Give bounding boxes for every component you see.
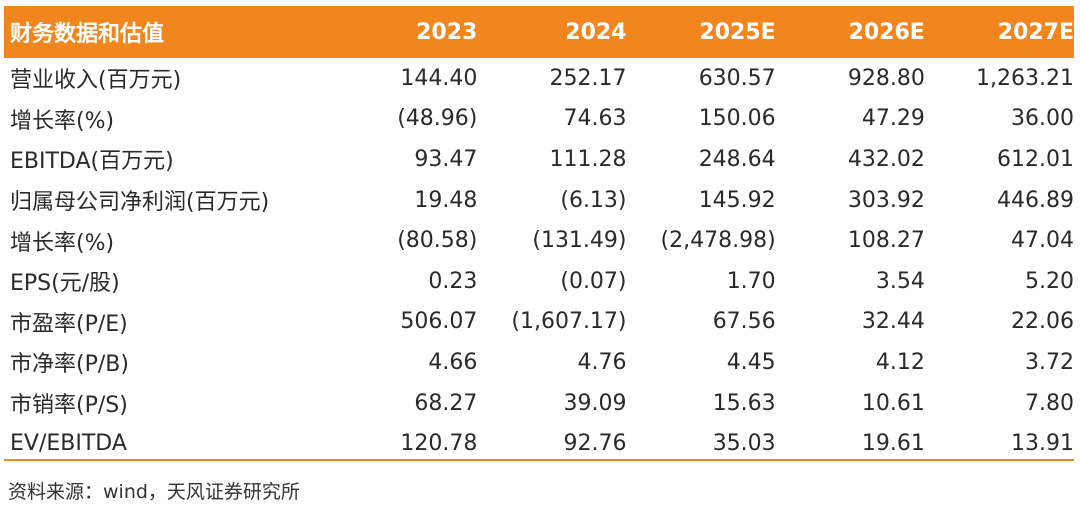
table-cell: 67.56 <box>712 309 776 335</box>
table-cell: 4.12 <box>875 349 925 375</box>
table-cell: 4.66 <box>428 349 478 375</box>
row-label: 市销率(P/S) <box>10 393 128 419</box>
row-label: 增长率(%) <box>10 108 115 134</box>
table-cell: 15.63 <box>712 390 776 416</box>
table-cell: 630.57 <box>698 65 776 91</box>
table-cell: 111.28 <box>549 146 627 172</box>
row-label: 市盈率(P/E) <box>10 311 128 337</box>
table-cell: (80.58) <box>397 228 478 254</box>
year-header: 2025E <box>699 19 776 45</box>
table-cell: 3.72 <box>1025 349 1074 375</box>
table-cell: 108.27 <box>847 228 925 254</box>
table-row: EBITDA(百万元) 93.47 111.28 248.64 432.02 6… <box>4 139 1074 180</box>
table-row: 市盈率(P/E) 506.07 (1,607.17) 67.56 32.44 2… <box>4 302 1074 343</box>
table-cell: 252.17 <box>549 65 627 91</box>
table-cell: (1,607.17) <box>511 309 627 335</box>
source-note: 资料来源：wind，天风证券研究所 <box>8 481 300 503</box>
year-header: 2024 <box>565 19 627 45</box>
year-header: 2023 <box>416 19 478 45</box>
table-cell: 74.63 <box>563 106 627 132</box>
table-cell: 150.06 <box>698 106 776 132</box>
table-row: 市净率(P/B) 4.66 4.76 4.45 4.12 3.72 <box>4 342 1074 383</box>
table-cell: (6.13) <box>560 187 627 213</box>
row-label: EBITDA(百万元) <box>10 149 174 175</box>
table-body: 营业收入(百万元) 144.40 252.17 630.57 928.80 1,… <box>4 58 1074 464</box>
row-label: EV/EBITDA <box>10 431 127 457</box>
table-row: 市销率(P/S) 68.27 39.09 15.63 10.61 7.80 <box>4 383 1074 424</box>
table-bottom-rule <box>4 459 1074 461</box>
row-label: 归属母公司净利润(百万元) <box>10 190 270 216</box>
financial-table: 财务数据和估值 2023 2024 2025E 2026E 2027E 营业收入… <box>4 6 1074 464</box>
table-cell: 7.80 <box>1025 390 1074 416</box>
table-cell: (0.07) <box>560 268 627 294</box>
table-cell: (131.49) <box>532 228 627 254</box>
table-cell: 248.64 <box>698 146 776 172</box>
table-cell: 446.89 <box>997 187 1074 213</box>
table-cell: 32.44 <box>861 309 925 335</box>
year-header: 2027E <box>997 19 1074 45</box>
table-cell: 93.47 <box>414 146 478 172</box>
table-row: 归属母公司净利润(百万元) 19.48 (6.13) 145.92 303.92… <box>4 180 1074 221</box>
table-header: 财务数据和估值 2023 2024 2025E 2026E 2027E <box>4 6 1074 58</box>
table-cell: 1,263.21 <box>976 65 1074 91</box>
table-cell: (48.96) <box>397 106 478 132</box>
table-cell: 10.61 <box>861 390 925 416</box>
table-title: 财务数据和估值 <box>10 22 165 47</box>
table-cell: 22.06 <box>1011 309 1074 335</box>
table-cell: 35.03 <box>712 431 776 457</box>
table-cell: 303.92 <box>847 187 925 213</box>
table-cell: 39.09 <box>563 390 627 416</box>
table-cell: 5.20 <box>1025 268 1074 294</box>
table-cell: 0.23 <box>428 268 478 294</box>
table-cell: 47.29 <box>861 106 925 132</box>
table-cell: 145.92 <box>698 187 776 213</box>
table-cell: 47.04 <box>1011 228 1074 254</box>
table-cell: 92.76 <box>563 431 627 457</box>
row-label: 市净率(P/B) <box>10 352 129 378</box>
table-cell: 19.48 <box>414 187 478 213</box>
row-label: 营业收入(百万元) <box>10 68 182 94</box>
table-row: EPS(元/股) 0.23 (0.07) 1.70 3.54 5.20 <box>4 261 1074 302</box>
table-row: EV/EBITDA 120.78 92.76 35.03 19.61 13.91 <box>4 423 1074 464</box>
row-label: EPS(元/股) <box>10 271 120 297</box>
table-cell: 432.02 <box>847 146 925 172</box>
table-cell: 1.70 <box>726 268 776 294</box>
table-cell: 4.76 <box>577 349 627 375</box>
table-cell: 506.07 <box>400 309 478 335</box>
table-row: 增长率(%) (80.58) (131.49) (2,478.98) 108.2… <box>4 220 1074 261</box>
year-header: 2026E <box>848 19 925 45</box>
table-cell: 19.61 <box>861 431 925 457</box>
table-cell: 612.01 <box>997 146 1074 172</box>
table-cell: 13.91 <box>1011 431 1074 457</box>
row-label: 增长率(%) <box>10 230 115 256</box>
table-cell: 144.40 <box>400 65 478 91</box>
table-cell: 68.27 <box>414 390 478 416</box>
table-cell: 36.00 <box>1011 106 1074 132</box>
table-cell: 4.45 <box>726 349 776 375</box>
table-row: 增长率(%) (48.96) 74.63 150.06 47.29 36.00 <box>4 99 1074 140</box>
table-row: 营业收入(百万元) 144.40 252.17 630.57 928.80 1,… <box>4 58 1074 99</box>
table-cell: 120.78 <box>400 431 478 457</box>
table-cell: (2,478.98) <box>660 228 776 254</box>
table-cell: 928.80 <box>847 65 925 91</box>
table-cell: 3.54 <box>875 268 925 294</box>
